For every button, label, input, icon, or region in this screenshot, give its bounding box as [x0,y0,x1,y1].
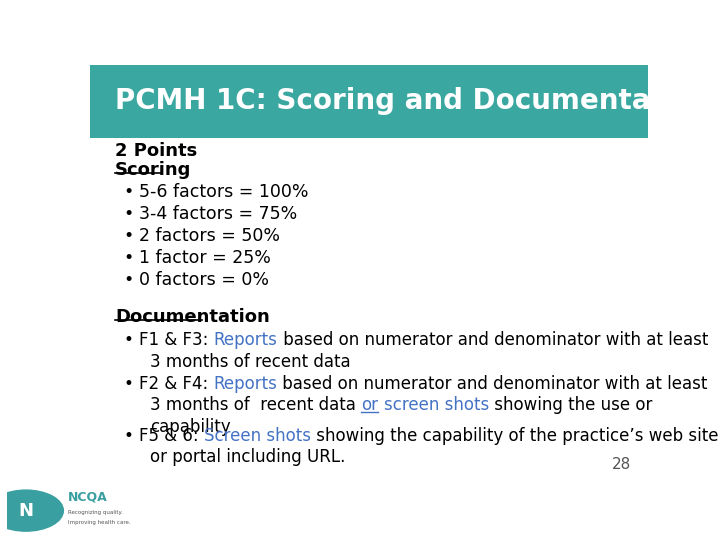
Text: or: or [361,396,379,414]
Text: •: • [124,183,134,201]
Text: PCMH 1C: Scoring and Documentation: PCMH 1C: Scoring and Documentation [115,87,712,115]
Text: Reports: Reports [214,331,278,349]
Text: 1 factor = 25%: 1 factor = 25% [139,249,271,267]
Text: 0 factors = 0%: 0 factors = 0% [139,272,269,289]
Text: based on numerator and denominator with at least: based on numerator and denominator with … [278,331,708,349]
Text: Screen shots: Screen shots [204,427,311,444]
Text: screen shots: screen shots [384,396,489,414]
Text: showing the use or: showing the use or [489,396,652,414]
Text: 3 months of recent data: 3 months of recent data [150,353,351,370]
Text: •: • [124,205,134,224]
Text: showing the capability of the practice’s web site: showing the capability of the practice’s… [311,427,719,444]
Circle shape [0,490,63,531]
Text: 28: 28 [612,457,631,472]
Text: NCQA: NCQA [68,491,108,504]
Text: 5-6 factors = 100%: 5-6 factors = 100% [139,183,309,201]
Text: 3-4 factors = 75%: 3-4 factors = 75% [139,205,297,224]
Text: F2 & F4:: F2 & F4: [139,375,214,393]
Text: F5 & 6:: F5 & 6: [139,427,204,444]
Text: •: • [124,375,133,393]
Text: capability: capability [150,418,231,436]
Text: •: • [124,427,133,444]
Text: F1 & F3:: F1 & F3: [139,331,214,349]
Text: or portal including URL.: or portal including URL. [150,448,346,466]
Text: Scoring: Scoring [115,161,192,179]
Text: Recognizing quality.: Recognizing quality. [68,510,123,515]
Text: N: N [19,502,33,519]
Text: •: • [124,331,133,349]
FancyBboxPatch shape [90,65,648,138]
Text: based on numerator and denominator with at least: based on numerator and denominator with … [277,375,708,393]
Text: 3 months of  recent data: 3 months of recent data [150,396,361,414]
Text: Documentation: Documentation [115,308,270,326]
Text: Improving health care.: Improving health care. [68,521,130,525]
Text: •: • [124,272,134,289]
Text: •: • [124,249,134,267]
Text: Reports: Reports [214,375,277,393]
Text: 2 factors = 50%: 2 factors = 50% [139,227,280,245]
Text: •: • [124,227,134,245]
Text: 2 Points: 2 Points [115,141,197,160]
